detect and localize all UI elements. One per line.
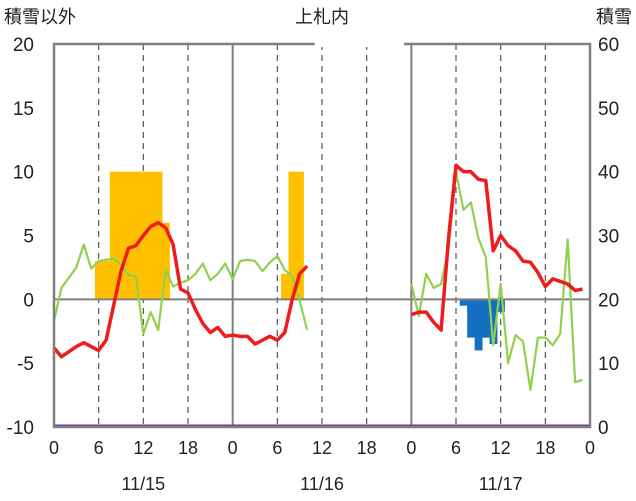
x-tick-label: 18 (535, 438, 555, 458)
precip-bar (161, 222, 170, 300)
left-tick-label: -5 (17, 354, 34, 375)
x-tick-label: 12 (491, 438, 511, 458)
missing-data-gap (314, 41, 404, 47)
chart-title: 上札内 (295, 7, 349, 27)
right-tick-label: 10 (598, 354, 619, 375)
left-tick-label: 15 (13, 99, 34, 120)
precip-bar (117, 171, 126, 300)
x-tick-label: 0 (228, 438, 238, 458)
x-tick-label: 6 (451, 438, 461, 458)
x-tick-label: 0 (406, 438, 416, 458)
line-series (52, 163, 583, 392)
snow-bar (489, 299, 498, 345)
right-tick-label: 60 (598, 35, 619, 56)
x-tick-label: 18 (357, 438, 377, 458)
plot-frame (52, 41, 592, 429)
temperature-line (52, 220, 309, 359)
right-tick-label: 20 (598, 290, 619, 311)
precip-bar (154, 171, 163, 300)
wind-line (52, 243, 309, 335)
precip-bar (132, 171, 141, 300)
snow-bar (459, 299, 468, 306)
x-tick-label: 12 (133, 438, 153, 458)
right-tick-label: 0 (598, 418, 609, 439)
x-tick-label: 6 (272, 438, 282, 458)
precip-bar (147, 171, 155, 300)
snow-bar (467, 299, 476, 338)
date-label: 11/16 (300, 474, 344, 494)
precip-bar (124, 171, 133, 300)
temperature-line (410, 163, 583, 332)
grid-lines (98, 44, 546, 427)
left-axis-title: 積雪以外 (4, 7, 76, 27)
left-tick-label: -10 (7, 418, 34, 439)
x-tick-label: 0 (49, 438, 59, 458)
x-tick-label: 12 (312, 438, 332, 458)
precip-bar (288, 171, 297, 300)
left-tick-label: 20 (13, 35, 34, 56)
date-label: 11/15 (121, 474, 165, 494)
right-tick-label: 30 (598, 227, 619, 248)
precip-bar (295, 171, 304, 300)
left-tick-label: 5 (23, 227, 34, 248)
snow-bar (496, 299, 505, 313)
right-tick-label: 50 (598, 99, 619, 120)
date-label: 11/17 (479, 474, 523, 494)
left-tick-label: 10 (13, 163, 34, 184)
x-tick-label: 18 (178, 438, 198, 458)
precip-bar (94, 261, 103, 300)
x-tick-label: 6 (94, 438, 104, 458)
precip-bar (102, 261, 111, 300)
right-axis-title: 積雪 (596, 7, 632, 27)
snow-bar (482, 299, 490, 338)
precip-bar (281, 273, 289, 300)
left-tick-label: 0 (23, 290, 34, 311)
wind-line (410, 170, 583, 392)
right-tick-label: 40 (598, 163, 619, 184)
x-tick-label: 0 (585, 438, 595, 458)
snow-bar (474, 299, 483, 351)
precip-bar (109, 171, 118, 300)
